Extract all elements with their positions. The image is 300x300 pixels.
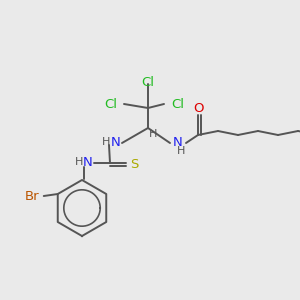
Text: Br: Br	[25, 190, 40, 202]
Text: H: H	[102, 137, 110, 147]
Text: N: N	[173, 136, 183, 149]
Text: H: H	[75, 157, 83, 167]
Text: Cl: Cl	[171, 98, 184, 110]
Text: N: N	[111, 136, 121, 149]
Text: H: H	[149, 129, 157, 139]
Text: S: S	[130, 158, 138, 170]
Text: N: N	[83, 157, 93, 169]
Text: H: H	[177, 146, 185, 156]
Text: Cl: Cl	[104, 98, 117, 110]
Text: Cl: Cl	[142, 76, 154, 88]
Text: O: O	[194, 103, 204, 116]
